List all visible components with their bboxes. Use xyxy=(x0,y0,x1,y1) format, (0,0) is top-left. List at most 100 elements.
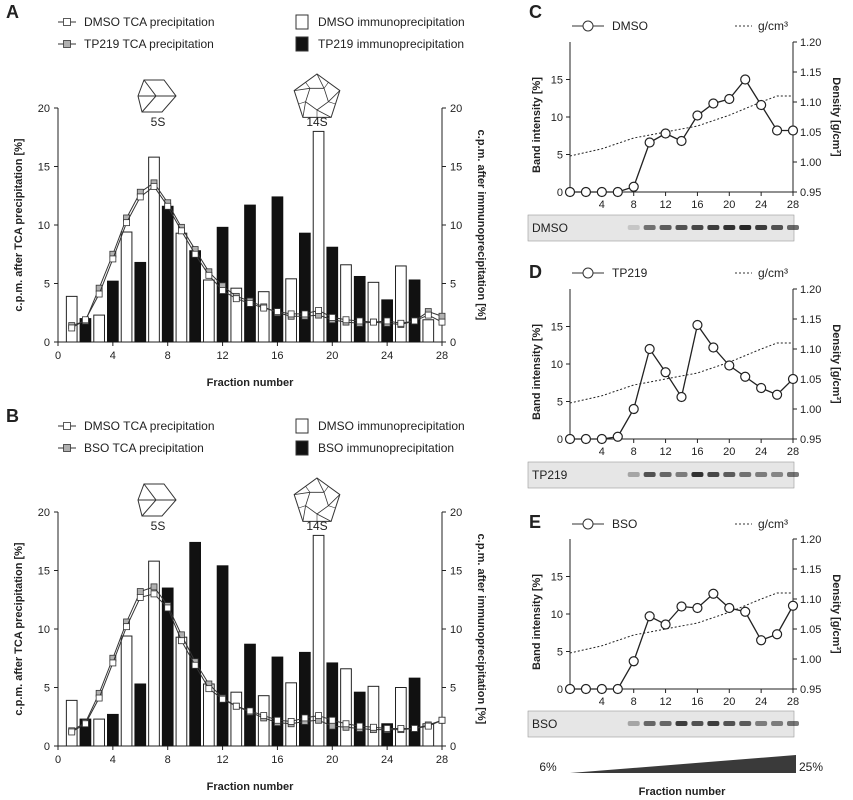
bar-ip-treat xyxy=(271,196,284,343)
complex-14s-edge xyxy=(316,477,325,493)
bar-ip-ctrl xyxy=(367,281,380,343)
bar-ip-treat xyxy=(134,683,147,747)
y2-tick-label: 0.95 xyxy=(800,187,821,199)
x-tick-label: 20 xyxy=(723,199,735,211)
legend-label-tca-treat: TP219 TCA precipitation xyxy=(84,37,214,51)
legend-marker-ctrl xyxy=(63,18,71,26)
tca-treat-point xyxy=(328,722,336,730)
y-tick-label: 10 xyxy=(551,609,563,621)
bar-ip-ctrl xyxy=(175,232,188,343)
bar-ip-ctrl xyxy=(312,130,325,343)
tca-ctrl-point xyxy=(191,250,199,258)
blot-band xyxy=(771,721,784,726)
y-tick-label: 10 xyxy=(551,359,563,371)
bar-ip-treat xyxy=(353,275,366,343)
blot-band xyxy=(771,472,784,477)
band-intensity-point xyxy=(660,367,671,378)
legend-marker-ctrl xyxy=(63,422,71,430)
tca-ctrl-point xyxy=(274,308,281,315)
bar-ip-treat xyxy=(134,261,147,343)
bar-ip-treat xyxy=(353,691,366,747)
bar-ip-ctrl xyxy=(65,699,78,747)
blot-band xyxy=(627,721,640,726)
x-tick-label: 12 xyxy=(659,446,671,458)
x-tick-label: 4 xyxy=(599,696,605,708)
band-intensity-point xyxy=(676,135,687,147)
complex-14s-edge xyxy=(323,82,329,89)
blot: DMSO xyxy=(527,214,799,242)
y2-tick-label: 1.05 xyxy=(800,374,821,386)
complex-14s-core xyxy=(305,491,329,515)
blot-band xyxy=(739,225,752,230)
y2-axis-title: Density [g/cm³] xyxy=(830,77,842,157)
complex-14s-edge xyxy=(328,101,336,105)
band-intensity-point xyxy=(724,602,735,614)
legend-swatch-ip-ctrl xyxy=(295,14,309,30)
band-intensity-point xyxy=(676,391,687,403)
band-intensity-point xyxy=(787,600,799,611)
bar-ip-ctrl xyxy=(148,156,160,343)
band-intensity-point xyxy=(612,431,623,442)
band-intensity-point xyxy=(756,635,767,646)
x-tick-label: 12 xyxy=(659,696,671,708)
band-intensity-point xyxy=(724,360,735,371)
x-tick-label: 4 xyxy=(110,754,116,766)
band-intensity-line xyxy=(570,78,793,193)
bar-ip-ctrl xyxy=(65,295,78,343)
blot-band xyxy=(675,472,688,477)
complex-5s-edge xyxy=(141,483,157,517)
x-tick-label: 8 xyxy=(631,199,637,211)
band-intensity-point xyxy=(724,93,735,105)
y-tick-label: 20 xyxy=(38,103,50,115)
y2-tick-label: 5 xyxy=(450,279,456,291)
tca-treat-point xyxy=(150,583,158,591)
tca-ctrl-point xyxy=(109,659,117,667)
bar-ip-ctrl xyxy=(257,291,270,343)
legend-label-ip-ctrl: DMSO immunoprecipitation xyxy=(318,15,465,29)
band-intensity-point xyxy=(692,110,703,121)
x-tick-label: 12 xyxy=(216,350,228,362)
bar-ip-treat xyxy=(326,246,339,343)
x-tick-label: 24 xyxy=(755,199,767,211)
tca-ctrl-point xyxy=(411,725,418,732)
tca-ctrl-point xyxy=(383,725,391,732)
panel-letter: B xyxy=(6,406,19,426)
y-tick-label: 5 xyxy=(557,150,563,162)
y-axis-title: c.p.m. after TCA precipitation [%] xyxy=(13,138,25,312)
tca-ctrl-point xyxy=(136,193,144,201)
y-tick-label: 5 xyxy=(557,397,563,409)
band-intensity-point xyxy=(771,629,783,640)
panel-b: B DMSO TCA precipitation BSO TCA precipita… xyxy=(6,406,487,793)
y-tick-label: 15 xyxy=(38,566,50,578)
tca-ctrl-point xyxy=(397,319,405,327)
blot-band xyxy=(659,721,672,726)
blot-band xyxy=(691,721,704,726)
legend-label-density: g/cm³ xyxy=(758,517,788,531)
tca-ctrl-point xyxy=(246,299,254,307)
blot-band xyxy=(675,721,688,726)
tca-ctrl-point xyxy=(438,716,446,724)
tca-ctrl-point xyxy=(95,290,103,298)
legend-label-tca-treat: BSO TCA precipitation xyxy=(84,441,204,455)
bar-ip-treat xyxy=(79,718,92,747)
bar-ip-ctrl xyxy=(148,560,160,747)
band-intensity-point xyxy=(628,403,639,415)
tca-ctrl-point xyxy=(342,720,350,728)
panel-letter: A xyxy=(6,2,19,22)
bar-ip-ctrl xyxy=(230,691,243,747)
tca-ctrl-point xyxy=(328,314,336,321)
band-intensity-point xyxy=(692,602,703,614)
legend-marker xyxy=(582,20,594,32)
blot-band xyxy=(659,225,672,230)
tca-ctrl-point xyxy=(150,182,158,190)
bar-ip-ctrl xyxy=(422,319,435,343)
band-intensity-point xyxy=(628,181,639,192)
panel-c: C DMSO g/cm³ 0 5 10 15 0.95 1.00 1.05 1.10 1.15 1.20… xyxy=(527,2,842,242)
band-intensity-point xyxy=(596,186,607,198)
bar-ip-treat xyxy=(408,279,421,343)
bar-ip-treat xyxy=(244,643,256,747)
blot-band xyxy=(627,225,640,230)
x-tick-label: 12 xyxy=(659,199,671,211)
legend-label-ip-treat: TP219 immunoprecipitation xyxy=(318,37,464,51)
